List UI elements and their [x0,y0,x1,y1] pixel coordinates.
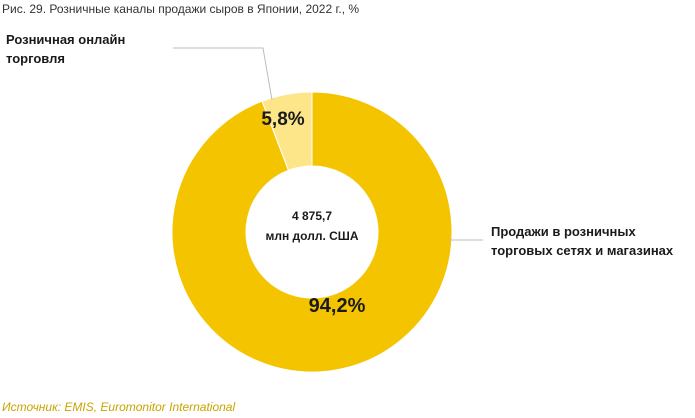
center-text-1: млн долл. США [265,229,358,243]
slice-label-stores-line2: торговых сетях и магазинах [491,243,674,258]
slice-label-online: Розничная онлайн торговля [6,30,125,68]
leader-line-1 [173,47,273,101]
value-label-0: 94,2% [309,295,366,317]
donut-slice-1 [261,91,313,171]
slice-label-stores-line1: Продажи в розничных [491,224,636,239]
source-note: Источник: EMIS, Euromonitor Internationa… [2,400,236,414]
chart-title: Рис. 29. Розничные каналы продажи сыров … [2,2,360,16]
slice-label-online-line1: Розничная онлайн [6,32,126,47]
center-text-0: 4 875,7 [292,209,332,223]
slice-label-stores: Продажи в розничных торговых сетях и маг… [491,222,673,260]
donut-slice-0 [171,91,453,373]
value-label-1: 5,8% [261,109,304,130]
slice-label-online-line2: торговля [6,51,65,66]
